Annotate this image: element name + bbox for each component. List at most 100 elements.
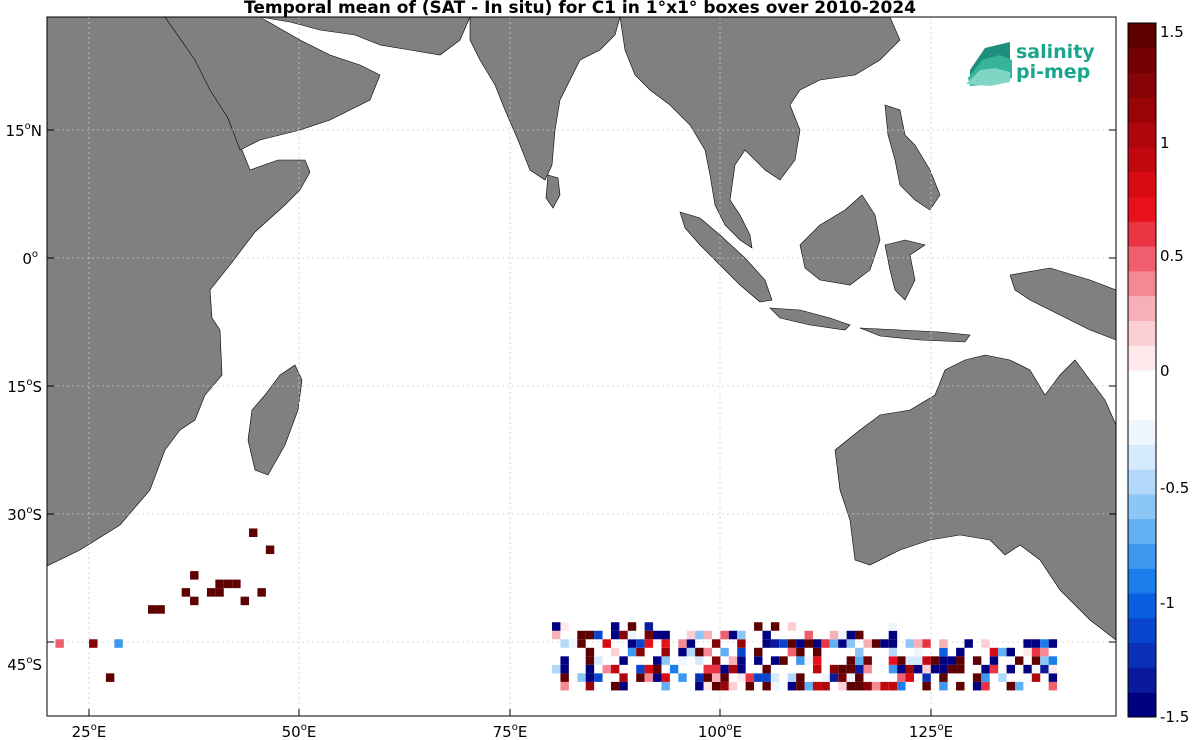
colorbar-step: [1128, 469, 1156, 495]
data-cell: [114, 639, 123, 648]
data-cell: [871, 681, 881, 691]
data-cell: [838, 673, 847, 682]
data-cell: [812, 647, 822, 657]
data-cell: [720, 647, 729, 657]
colorbar-step: [1128, 642, 1156, 668]
colorbar-step: [1128, 146, 1156, 173]
data-cell: [695, 656, 704, 665]
data-cell: [1048, 639, 1058, 648]
data-cell: [796, 639, 805, 648]
data-cell: [661, 639, 670, 648]
data-cell: [610, 647, 620, 657]
data-cell: [249, 528, 258, 537]
data-cell: [863, 681, 872, 691]
data-cell: [846, 664, 856, 674]
colorbar: 1.5 1 0.5 0 -0.5 -1 -1.5: [1127, 22, 1189, 726]
data-cell: [913, 656, 923, 665]
data-cell: [863, 664, 872, 674]
data-cell: [905, 656, 914, 665]
data-cell: [981, 639, 990, 648]
data-cell: [627, 647, 637, 657]
data-cell: [653, 673, 662, 682]
data-cell: [610, 630, 620, 640]
data-cell: [585, 681, 595, 691]
data-cell: [1040, 664, 1049, 674]
data-cell: [560, 673, 569, 682]
lon-label-125: 125oE: [909, 722, 953, 740]
colorbar-step: [1128, 295, 1156, 321]
colorbar-step: [1128, 97, 1156, 123]
data-cell: [888, 639, 898, 648]
data-cell: [636, 673, 645, 682]
data-cell: [880, 681, 889, 691]
data-cell: [981, 673, 990, 682]
data-cell: [1048, 664, 1058, 674]
data-cell: [215, 588, 224, 597]
lat-label-30s: 30oS: [7, 505, 42, 524]
colorbar-step: [1128, 122, 1156, 148]
data-cell: [585, 664, 595, 674]
data-cell: [1014, 647, 1024, 657]
data-cell: [745, 681, 755, 691]
colorbar-step: [1128, 246, 1156, 272]
land-sulawesi: [884, 239, 926, 301]
data-cell: [661, 656, 670, 665]
data-cell: [981, 681, 990, 691]
colorbar-step: [1128, 617, 1156, 644]
data-cell: [728, 681, 738, 691]
data-cell: [855, 647, 864, 657]
data-cell: [913, 647, 923, 657]
colorbar-step: [1128, 23, 1156, 49]
data-cell: [888, 681, 898, 691]
data-cell: [585, 656, 595, 665]
data-cell: [846, 639, 856, 648]
data-cell: [720, 664, 729, 674]
data-cell: [787, 681, 797, 691]
data-cell: [577, 673, 586, 682]
data-cell: [956, 681, 965, 691]
data-cell: [846, 630, 856, 640]
data-cell: [1040, 639, 1049, 648]
colorbar-step: [1128, 568, 1156, 594]
data-cell: [156, 605, 165, 614]
land-persia: [259, 16, 471, 56]
data-cell: [661, 681, 670, 691]
data-cell: [762, 664, 771, 674]
lon-label-25: 25oE: [72, 722, 107, 740]
colorbar-step: [1128, 493, 1156, 520]
land-india: [469, 16, 621, 181]
data-cell: [703, 630, 712, 640]
data-cell: [762, 639, 771, 648]
data-cell: [762, 681, 771, 691]
cbar-label: -1: [1160, 594, 1175, 612]
colorbar-step: [1128, 667, 1156, 693]
data-cell: [770, 656, 780, 665]
data-cell: [922, 639, 931, 648]
data-cell: [568, 639, 578, 648]
data-cell: [1014, 681, 1024, 691]
data-cell: [846, 673, 856, 682]
data-cell: [829, 639, 839, 648]
data-cell: [1023, 664, 1032, 674]
data-cell: [686, 681, 696, 691]
data-cell: [947, 664, 957, 674]
data-cell: [922, 673, 931, 682]
data-cell: [737, 673, 746, 682]
data-cell: [686, 630, 696, 640]
map-title: Temporal mean of (SAT - In situ) for C1 …: [244, 0, 916, 18]
data-cell: [728, 630, 738, 640]
data-cell: [728, 656, 738, 665]
data-cell: [678, 673, 687, 682]
data-cell: [644, 622, 654, 631]
data-cell: [1031, 656, 1041, 665]
data-cell: [560, 622, 569, 631]
data-cell: [695, 681, 704, 691]
data-cell: [619, 673, 628, 682]
data-cell: [552, 664, 561, 674]
data-cell: [762, 630, 771, 640]
data-cell: [897, 681, 906, 691]
data-cell: [863, 656, 872, 665]
data-cell: [939, 681, 948, 691]
lat-label-15n: 15oN: [6, 121, 42, 140]
data-cell: [1006, 664, 1015, 674]
